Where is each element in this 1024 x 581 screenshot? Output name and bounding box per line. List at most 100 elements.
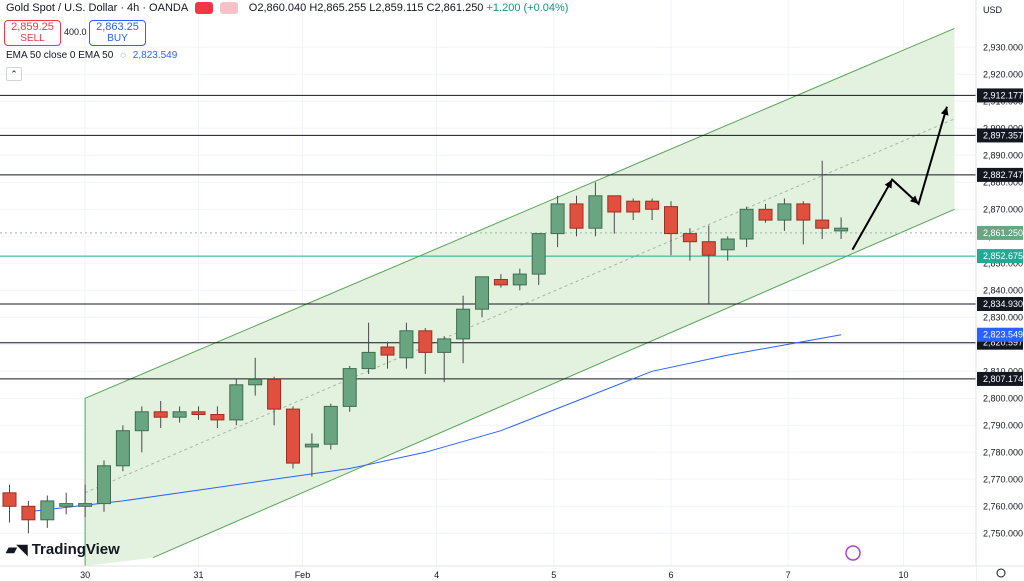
level-tag: 2,852.675 [983, 251, 1023, 261]
candle-body [323, 405, 338, 445]
candle-body [531, 233, 546, 275]
candle-body [78, 503, 93, 507]
level-tag-bg [977, 296, 1023, 311]
arrow-head-up [884, 179, 893, 189]
ema-value-tag: 2,823.549 [983, 330, 1023, 340]
candle-body [701, 241, 716, 256]
candles [2, 160, 849, 534]
last-price-tag-bg [977, 225, 1023, 240]
price-tick-label: 2,840.000 [983, 285, 1023, 295]
candle-body [172, 411, 187, 418]
buy-label: BUY [107, 33, 128, 44]
channel-mid-line [84, 118, 955, 494]
level-tag: 2,807.174 [983, 374, 1023, 384]
time-tick-label: 10 [898, 570, 908, 580]
price-tick-label: 2,880.000 [983, 177, 1023, 187]
candle-body [758, 208, 773, 221]
candle-body [682, 233, 697, 243]
time-tick-label: 31 [193, 570, 203, 580]
spread-value: 400.0 [64, 27, 87, 37]
candle-body [115, 430, 130, 467]
candle-body [21, 505, 36, 521]
price-change: +1.200 (+0.04%) [486, 2, 569, 14]
wave-icon[interactable] [219, 2, 238, 15]
candle-body [664, 206, 678, 235]
visibility-icon[interactable] [194, 2, 213, 15]
indicator-legend[interactable]: EMA 50 close 0 EMA 50 ◌ 2,823.549 [6, 50, 177, 61]
level-tag: 2,897.357 [983, 130, 1023, 140]
price-tick-label: 2,780.000 [983, 447, 1023, 457]
candle-body [134, 411, 149, 432]
sell-label: SELL [20, 33, 45, 44]
candle-body [210, 414, 225, 421]
brand-name: TradingView [31, 541, 120, 558]
candle-body [493, 279, 508, 286]
candle-body [834, 227, 849, 232]
tradingview-logo: ▰◥ TradingView [6, 541, 120, 558]
price-tick-label: 2,920.000 [983, 69, 1023, 79]
price-tick-label: 2,870.000 [983, 204, 1023, 214]
price-tick-label: 2,800.000 [983, 393, 1023, 403]
parallel-channel [84, 27, 955, 566]
candle-body [456, 308, 471, 340]
candle-body [550, 203, 565, 235]
time-tick-label: 5 [551, 570, 556, 580]
candle-body [475, 276, 489, 310]
candle-body [777, 203, 792, 221]
collapse-legend-button[interactable]: ⌃ [6, 67, 22, 81]
candle-body [512, 273, 527, 286]
candle-body [342, 368, 357, 407]
price-tick-label: 2,930.000 [983, 42, 1023, 52]
price-tick-label: 2,770.000 [983, 474, 1023, 484]
ema-line [28, 334, 842, 513]
candle-body [588, 195, 603, 229]
candle-body [418, 330, 433, 353]
lightning-icon [845, 545, 861, 561]
candle-body [2, 492, 17, 507]
ema-value-tag-bg [977, 327, 1023, 342]
settings-gear-icon [996, 568, 1006, 578]
time-axis: 30 31 Feb 4 5 6 7 10 [0, 545, 1024, 581]
candle-body [40, 500, 55, 521]
candle-body [59, 503, 74, 507]
level-tag-bg [977, 249, 1023, 264]
candle-body [720, 238, 735, 251]
candle-body [191, 411, 206, 415]
sell-button[interactable]: 2,859.25 SELL [4, 20, 61, 46]
buy-button[interactable]: 2,863.25 BUY [89, 20, 146, 46]
arrow-head-up-final [940, 106, 949, 116]
chart-header: Gold Spot / U.S. Dollar · 4h · OANDA O2,… [6, 2, 569, 15]
candle-body [739, 208, 754, 240]
level-tag-bg [977, 371, 1023, 386]
candle-body [380, 346, 395, 356]
price-tick-label: 2,890.000 [983, 150, 1023, 160]
price-tick-label: 2,900.000 [983, 123, 1023, 133]
candle-body [645, 200, 660, 210]
candle-body [286, 408, 300, 464]
time-axis-bg [0, 566, 976, 581]
time-tick-label: 6 [668, 570, 673, 580]
candle-body [248, 378, 263, 386]
symbol-title[interactable]: Gold Spot / U.S. Dollar · 4h · OANDA [6, 2, 188, 14]
ema50-line [28, 334, 842, 513]
horizontal-levels [0, 94, 976, 380]
indicator-value: 2,823.549 [132, 50, 178, 61]
time-tick-label: 7 [786, 570, 791, 580]
price-tick-label: 2,790.000 [983, 420, 1023, 430]
candle-body [626, 200, 641, 213]
candle-body [815, 219, 830, 229]
level-tag: 2,820.597 [983, 338, 1023, 348]
candle-body [304, 443, 319, 448]
level-tag-bg [977, 128, 1023, 143]
time-tick-label: 4 [434, 570, 439, 580]
price-tick-label: 2,810.000 [983, 366, 1023, 376]
channel-lower-line [152, 208, 955, 559]
candle-body [361, 351, 376, 370]
price-tick-label: 2,850.000 [983, 258, 1023, 268]
indicator-label: EMA 50 close 0 EMA 50 [6, 50, 114, 61]
ohlc-values: O2,860.040 H2,865.255 L2,859.115 C2,861.… [248, 2, 484, 14]
level-tag: 2,912.177 [983, 90, 1023, 100]
candle-body [229, 384, 244, 421]
time-tick-label: 30 [80, 570, 90, 580]
